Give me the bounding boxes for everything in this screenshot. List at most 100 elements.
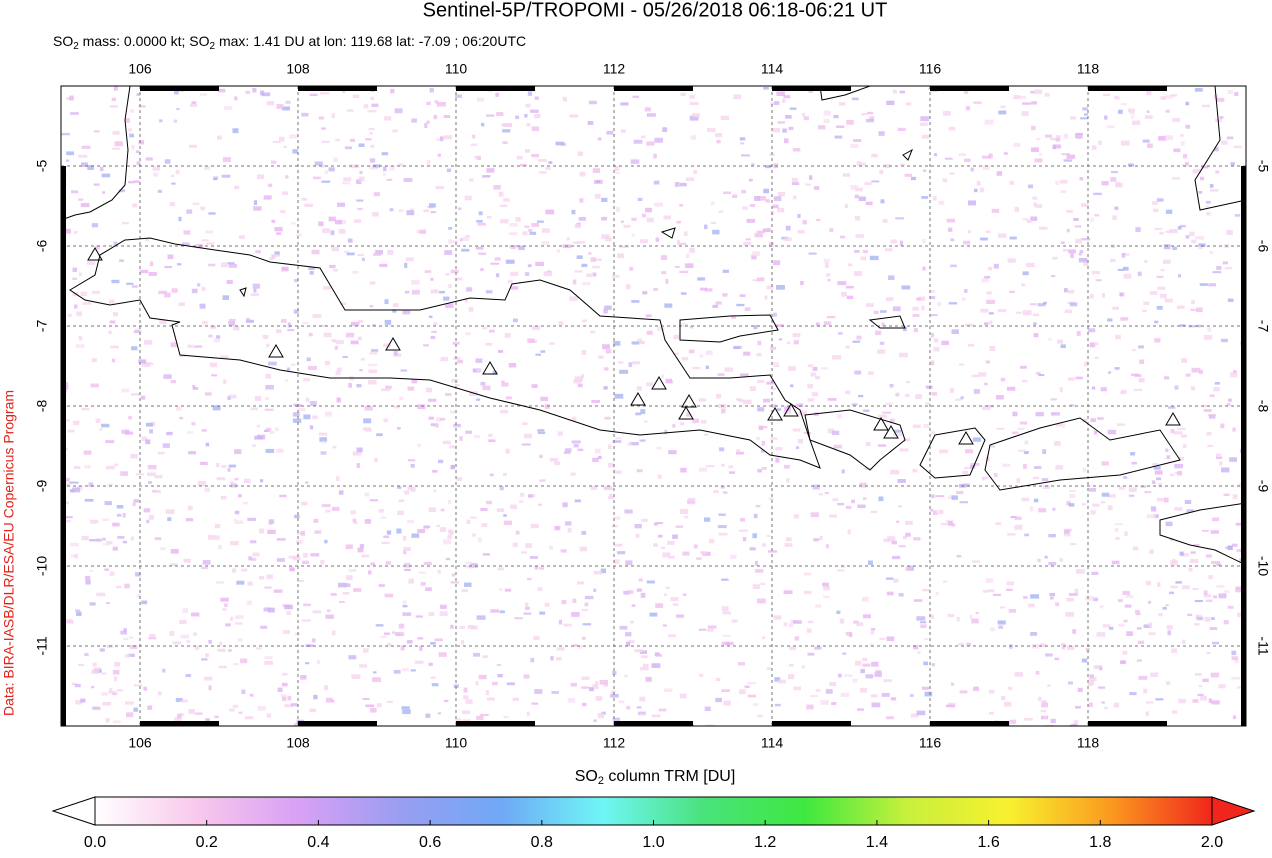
so2-pixel: [188, 144, 197, 148]
so2-pixel: [615, 171, 620, 175]
so2-pixel: [1190, 386, 1195, 391]
so2-pixel: [1062, 249, 1068, 252]
so2-pixel: [1166, 455, 1171, 460]
axes: 1061061081081101101121121141141161161181…: [34, 61, 1272, 751]
so2-pixel: [504, 588, 512, 592]
so2-pixel: [1206, 651, 1211, 655]
so2-pixel: [1050, 718, 1056, 724]
so2-pixel: [207, 534, 215, 540]
so2-pixel: [980, 308, 989, 313]
so2-pixel: [1013, 142, 1021, 147]
so2-pixel: [840, 692, 850, 698]
so2-pixel: [574, 499, 581, 503]
so2-pixel: [290, 568, 296, 572]
so2-pixel: [434, 638, 443, 642]
so2-pixel: [86, 261, 96, 265]
so2-pixel: [1208, 698, 1213, 703]
frame-tick: [930, 86, 1009, 91]
so2-pixel: [404, 290, 410, 294]
so2-pixel: [293, 309, 299, 314]
so2-pixel: [680, 508, 689, 514]
so2-pixel: [788, 663, 794, 667]
so2-pixel: [1093, 665, 1101, 669]
volcano: [87, 247, 1181, 445]
so2-pixel: [582, 636, 586, 640]
so2-pixel: [837, 569, 845, 572]
so2-pixel: [91, 223, 99, 228]
so2-pixel: [851, 403, 858, 406]
so2-pixel: [498, 588, 503, 591]
so2-pixel: [948, 126, 956, 131]
so2-pixel: [1107, 429, 1117, 435]
so2-pixel: [294, 279, 299, 283]
so2-pixel: [444, 250, 453, 255]
so2-pixel: [1211, 700, 1220, 705]
so2-pixel: [64, 228, 72, 234]
so2-pixel: [309, 93, 318, 97]
so2-pixel: [430, 335, 436, 340]
colorbar-tick-label: 1.4: [866, 834, 888, 851]
so2-pixel: [738, 398, 743, 402]
so2-pixel: [783, 410, 792, 414]
so2-pixel: [253, 288, 257, 293]
so2-pixel: [1038, 226, 1048, 230]
so2-pixel: [778, 338, 783, 341]
so2-pixel: [715, 697, 722, 703]
so2-pixel: [541, 228, 550, 233]
so2-pixel: [84, 575, 91, 581]
so2-pixel: [749, 203, 756, 207]
so2-pixel: [680, 422, 685, 426]
so2-pixel: [1154, 227, 1163, 230]
so2-pixel: [793, 514, 800, 519]
so2-pixel: [1123, 273, 1132, 279]
so2-pixel: [1010, 719, 1017, 724]
so2-pixel: [899, 90, 905, 94]
so2-pixel: [1008, 608, 1017, 613]
so2-pixel: [78, 272, 82, 277]
so2-pixel: [66, 97, 71, 100]
so2-pixel: [449, 531, 454, 535]
so2-pixel: [297, 580, 305, 583]
so2-pixel: [500, 219, 509, 224]
so2-pixel: [371, 103, 379, 107]
so2-pixel: [368, 363, 377, 367]
so2-pixel: [539, 479, 546, 482]
so2-pixel: [505, 448, 510, 454]
so2-pixel: [571, 611, 580, 617]
so2-pixel: [989, 320, 993, 325]
so2-pixel: [723, 491, 728, 495]
so2-pixel: [627, 442, 633, 446]
credit: Data: BIRA-IASB/DLR/ESA/EU Copernicus Pr…: [1, 390, 17, 716]
title: Sentinel-5P/TROPOMI - 05/26/2018 06:18-0…: [423, 0, 888, 21]
so2-pixel: [886, 636, 895, 642]
so2-pixel: [963, 240, 971, 245]
so2-pixel: [318, 221, 324, 227]
so2-pixel: [982, 165, 990, 171]
so2-pixel: [136, 161, 141, 166]
so2-pixel: [644, 420, 648, 423]
so2-pixel: [254, 435, 264, 440]
so2-pixel: [668, 450, 677, 455]
volcanoes: [87, 247, 1181, 445]
so2-pixel: [850, 143, 859, 148]
so2-pixel: [822, 582, 829, 587]
so2-pixel: [551, 691, 559, 694]
so2-pixel: [370, 562, 375, 566]
so2-pixel: [1023, 596, 1028, 599]
so2-pixel: [878, 414, 887, 419]
so2-pixel: [170, 174, 175, 178]
so2-pixel: [886, 591, 894, 596]
so2-pixel: [923, 661, 929, 666]
so2-pixel: [1032, 196, 1038, 200]
so2-pixel: [440, 508, 445, 512]
so2-pixel: [1129, 692, 1137, 696]
so2-pixel: [276, 104, 284, 109]
so2-pixel: [1146, 514, 1156, 519]
so2-pixel: [368, 127, 375, 131]
so2-pixel: [751, 163, 755, 167]
so2-pixel: [383, 166, 387, 172]
so2-pixel: [246, 600, 252, 606]
so2-pixel: [1050, 137, 1059, 141]
so2-pixel: [208, 212, 216, 215]
so2-pixel: [1184, 499, 1192, 505]
